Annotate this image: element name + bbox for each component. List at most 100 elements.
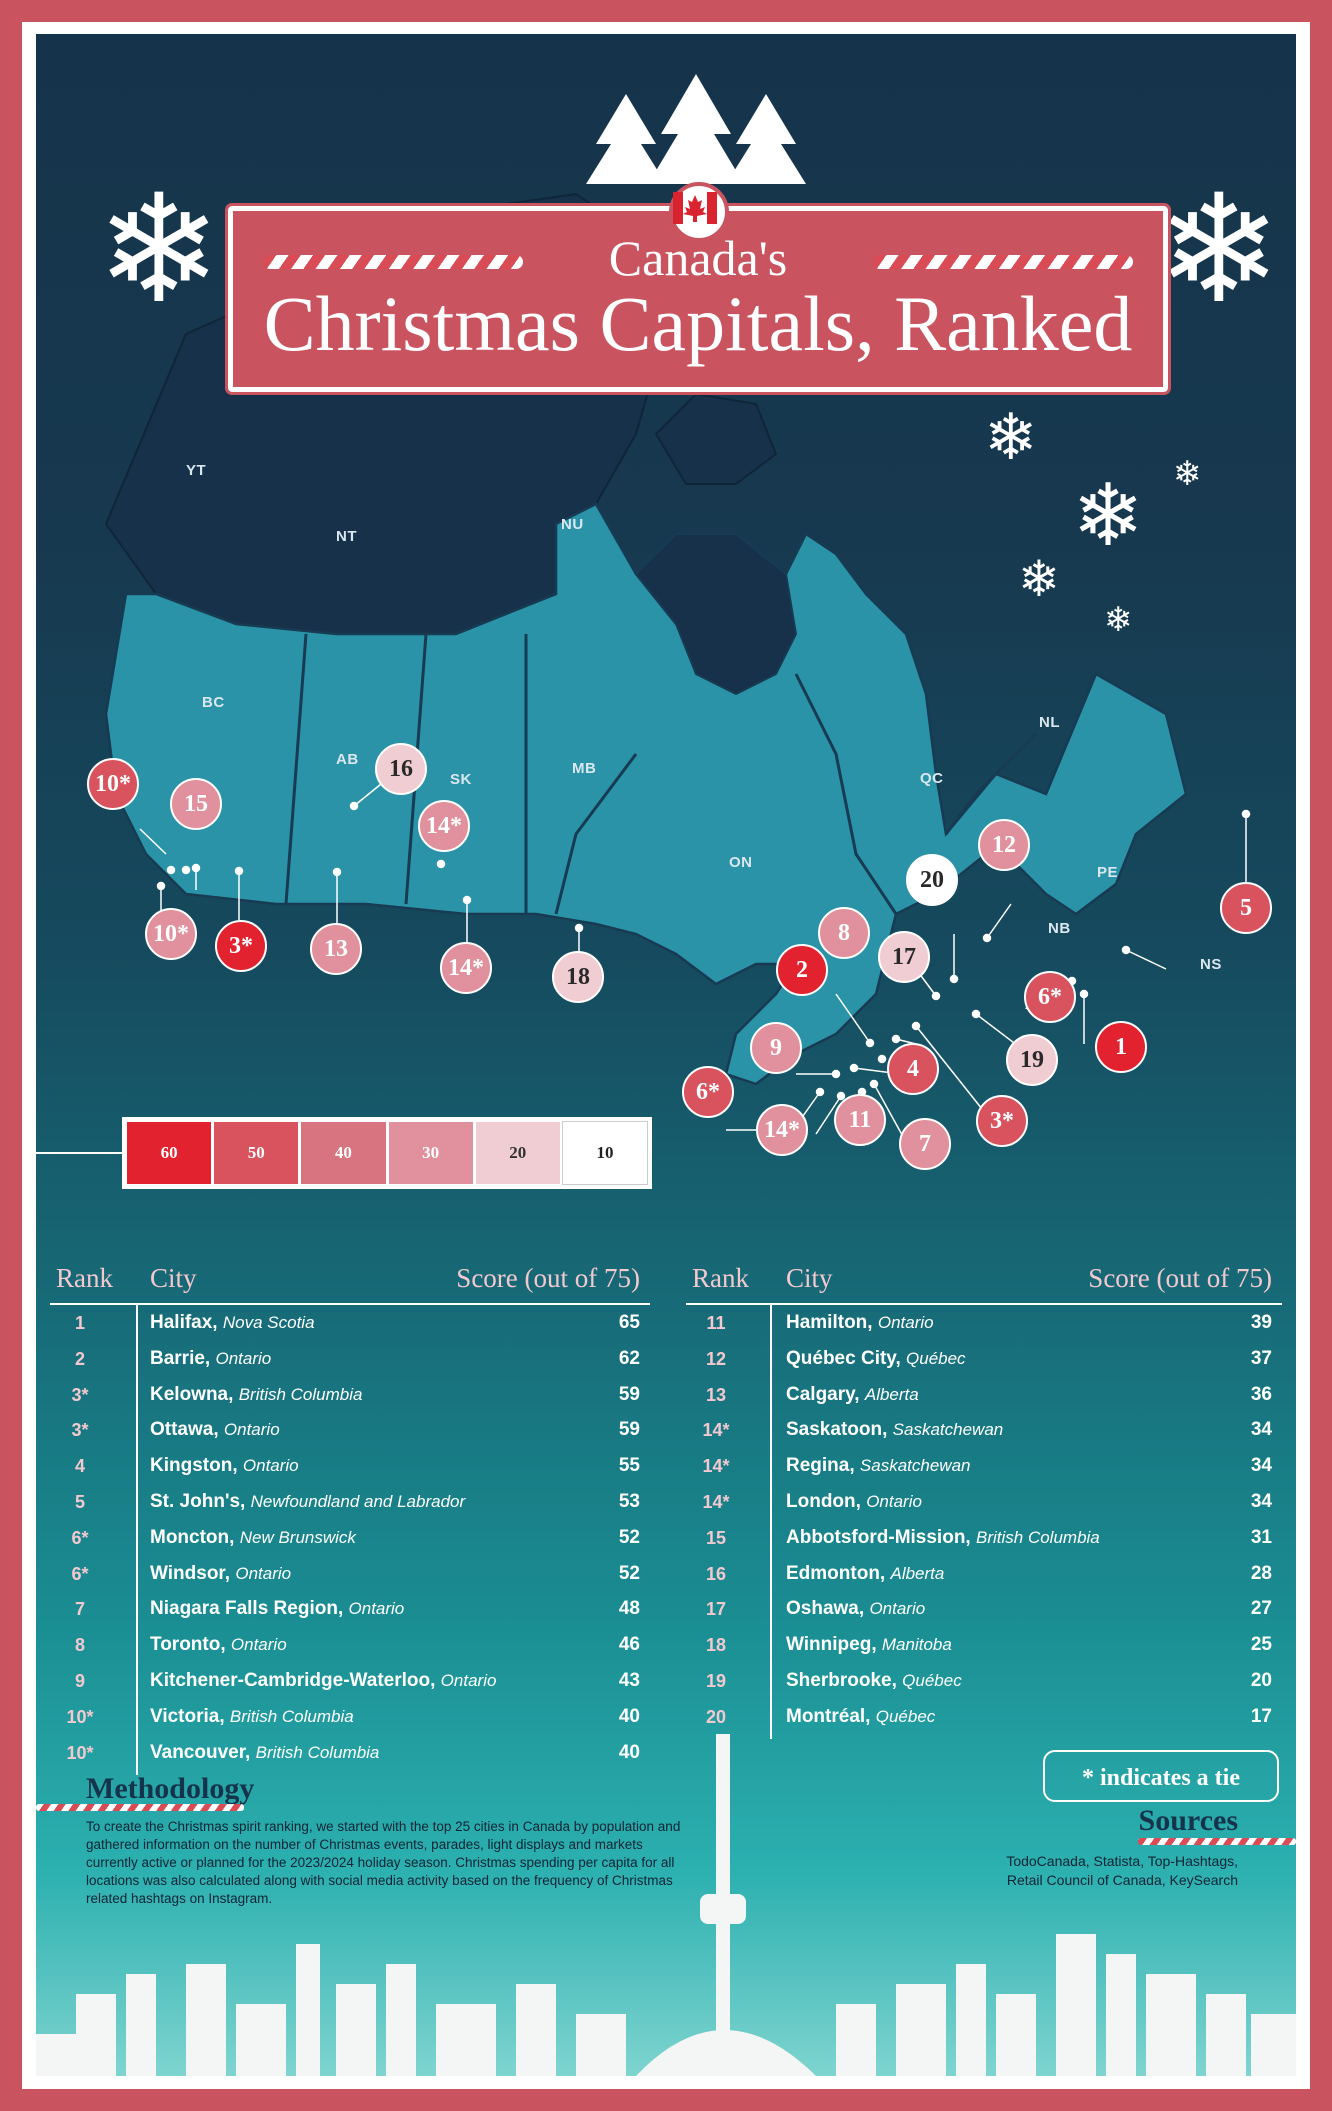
score-cell: 62 — [618, 1347, 640, 1369]
city-cell: Regina, Saskatchewan — [786, 1455, 970, 1477]
city-region: British Columbia — [255, 1742, 380, 1762]
prov-qc: QC — [920, 770, 944, 787]
city-cell: Moncton, New Brunswick — [150, 1527, 356, 1549]
sources-title: Sources — [1138, 1804, 1238, 1837]
prov-mb: MB — [572, 760, 597, 777]
city-region: Québec — [875, 1706, 936, 1726]
city-name: Windsor, — [150, 1562, 231, 1584]
city-marker: 3* — [976, 1095, 1028, 1147]
table-row: 4 Kingston, Ontario 55 — [50, 1448, 650, 1484]
snowflake-icon: ❄ — [96, 165, 222, 333]
header-city: City — [150, 1263, 197, 1293]
city-region: Québec — [906, 1348, 966, 1368]
header-score: Score (out of 75) — [1088, 1263, 1272, 1293]
prov-ns: NS — [1200, 956, 1222, 973]
city-cell: Kitchener-Cambridge-Waterloo, Ontario — [150, 1670, 496, 1692]
header-rank: Rank — [56, 1263, 113, 1293]
city-name: Saskatoon, — [786, 1419, 888, 1441]
table-row: 18 Winnipeg, Manitoba 25 — [686, 1627, 1282, 1663]
score-cell: 36 — [1250, 1383, 1272, 1405]
city-cell: Hamilton, Ontario — [786, 1312, 934, 1334]
table-row: 1 Halifax, Nova Scotia 65 — [50, 1305, 650, 1341]
city-region: Newfoundland and Labrador — [250, 1491, 466, 1511]
city-region: New Brunswick — [239, 1527, 356, 1547]
prov-nt: NT — [336, 528, 357, 545]
legend-line — [36, 1152, 122, 1154]
score-cell: 40 — [618, 1741, 640, 1763]
legend-swatch-40: 40 — [301, 1122, 386, 1184]
city-marker: 10* — [87, 758, 139, 810]
city-name: Barrie, — [150, 1347, 211, 1369]
rank-cell: 20 — [705, 1706, 727, 1727]
trees-icon — [586, 74, 806, 184]
tie-note: * indicates a tie — [1043, 1750, 1279, 1802]
city-region: Ontario — [866, 1491, 922, 1511]
table-row: 2 Barrie, Ontario 62 — [50, 1341, 650, 1377]
city-cell: Halifax, Nova Scotia — [150, 1312, 315, 1334]
table-row: 16 Edmonton, Alberta 28 — [686, 1556, 1282, 1592]
table-row: 10* Victoria, British Columbia 40 — [50, 1699, 650, 1735]
city-name: Regina, — [786, 1455, 855, 1477]
city-marker: 20 — [906, 854, 958, 906]
city-region: Ontario — [230, 1635, 287, 1655]
prov-ab: AB — [336, 751, 359, 768]
city-marker: 9 — [750, 1022, 802, 1074]
score-cell: 20 — [1250, 1669, 1272, 1691]
score-cell: 59 — [618, 1383, 640, 1405]
snowflake-icon: ❄ — [1104, 601, 1133, 639]
methodology-text: To create the Christmas spirit ranking, … — [86, 1819, 681, 1906]
city-region: Ontario — [869, 1599, 926, 1619]
table-row: 11 Hamilton, Ontario 39 — [686, 1305, 1282, 1341]
city-cell: St. John's, Newfoundland and Labrador — [150, 1491, 465, 1513]
city-region: Alberta — [864, 1384, 919, 1404]
table-header: Rank City Score (out of 75) — [686, 1259, 1282, 1305]
methodology-rule — [36, 1804, 244, 1811]
city-marker: 4 — [887, 1043, 939, 1095]
table-row: 5 St. John's, Newfoundland and Labrador 53 — [50, 1484, 650, 1520]
city-marker: 8 — [818, 907, 870, 959]
sources-line: TodoCanada, Statista, Top-Hashtags, — [1006, 1853, 1238, 1869]
rank-cell: 7 — [74, 1599, 85, 1620]
city-name: Hamilton, — [786, 1312, 873, 1333]
city-region: Ontario — [215, 1348, 272, 1368]
city-cell: Kingston, Ontario — [150, 1455, 299, 1477]
snowflake-icon: ❄ — [1173, 455, 1202, 493]
city-region: Saskatchewan — [859, 1456, 971, 1476]
city-marker: 6* — [682, 1066, 734, 1118]
header-rank: Rank — [692, 1263, 749, 1293]
city-marker: 16 — [375, 743, 427, 795]
city-region: Ontario — [242, 1456, 299, 1476]
city-cell: Calgary, Alberta — [786, 1384, 919, 1406]
candy-cane-right — [873, 255, 1133, 269]
rank-cell: 12 — [705, 1348, 727, 1369]
hudson-bay — [634, 533, 798, 696]
score-legend: 60 50 40 30 20 10 — [122, 1117, 652, 1189]
rank-cell: 6* — [71, 1527, 89, 1548]
city-cell: Victoria, British Columbia — [150, 1706, 354, 1728]
table-row: 20 Montréal, Québec 17 — [686, 1699, 1282, 1735]
legend-swatch-50: 50 — [214, 1122, 299, 1184]
city-marker: 14* — [440, 942, 492, 994]
prov-bc: BC — [202, 694, 225, 711]
snowflake-icon: ❄ — [1072, 468, 1145, 564]
city-marker: 12 — [978, 819, 1030, 871]
table-row: 14* London, Ontario 34 — [686, 1484, 1282, 1520]
header-score: Score (out of 75) — [456, 1263, 640, 1293]
city-name: Oshawa, — [786, 1598, 865, 1620]
city-region: Québec — [902, 1670, 962, 1690]
city-region: British Columbia — [975, 1527, 1100, 1547]
legend-swatch-60: 60 — [127, 1122, 212, 1184]
header-city: City — [786, 1263, 833, 1293]
snowflake-icon: ❄ — [1156, 165, 1282, 333]
city-region: Saskatchewan — [892, 1420, 1004, 1440]
city-name: Moncton, — [150, 1526, 235, 1548]
methodology-title: Methodology — [86, 1772, 255, 1805]
score-cell: 52 — [618, 1526, 640, 1548]
table-row: 12 Québec City, Québec 37 — [686, 1341, 1282, 1377]
rank-cell: 2 — [74, 1348, 85, 1369]
score-cell: 59 — [618, 1419, 640, 1441]
city-marker: 7 — [899, 1118, 951, 1170]
table-body: 11 Hamilton, Ontario 39 12 Québec City, Québ… — [686, 1305, 1282, 1735]
table-row: 6* Windsor, Ontario 52 — [50, 1556, 650, 1592]
table-row: 14* Saskatoon, Saskatchewan 34 — [686, 1412, 1282, 1448]
